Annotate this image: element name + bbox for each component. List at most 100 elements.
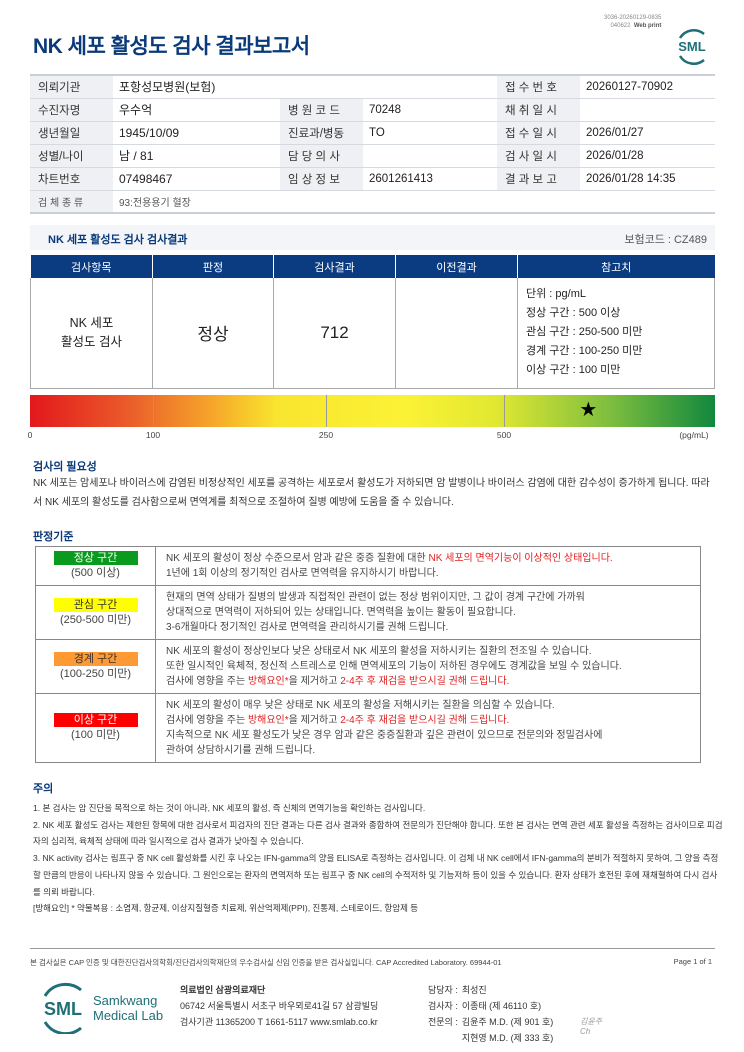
- info-value: [363, 144, 497, 168]
- description-text: NK 세포의 활성이 매우 낮은 상태로 NK 세포의 활성을 저해시키는 질환…: [166, 700, 555, 711]
- header-item: 검사항목: [30, 255, 153, 278]
- zone-description: NK 세포의 활성이 정상 수준으로서 암과 같은 중증 질환에 대한 NK 세…: [155, 546, 701, 586]
- notes-title: 주의: [33, 783, 54, 795]
- note-item: 3. NK activity 검사는 림프구 중 NK cell 활성화를 시킨…: [33, 853, 719, 897]
- highlighted-text: 2-4주 후 재검을 받으시길 권해 드립니다.: [340, 715, 510, 726]
- staff-name: 최성진: [461, 985, 487, 995]
- info-row: 차트번호 07498467 임 상 정 보 2601261413 결 과 보 고 2026…: [30, 167, 715, 191]
- star-icon: ★: [579, 399, 598, 421]
- info-label: 접 수 일 시: [497, 121, 580, 145]
- result-value: 712: [273, 278, 396, 389]
- accreditation-text: 본 검사실은 CAP 인증 및 대한진단검사의학회/진단검사의학재단의 우수검사…: [30, 958, 502, 967]
- description-text: 검사에 영향을 주는: [166, 676, 248, 687]
- info-value: 2601261413: [363, 167, 497, 191]
- reference-line: 이상 구간 : 100 미만: [526, 364, 621, 377]
- scale-tick: [326, 395, 327, 427]
- staff-role: 검사자 :: [428, 1001, 458, 1011]
- info-label: 결 과 보 고: [497, 167, 580, 191]
- info-value: 20260127-70902: [580, 75, 715, 99]
- page-number: Page 1 of 1: [673, 957, 712, 966]
- info-value: 우수억: [113, 98, 280, 122]
- info-value: 포항성모병원(보험): [113, 75, 280, 99]
- info-value: 2026/01/28: [580, 144, 715, 168]
- reference-line: 경계 구간 : 100-250 미만: [526, 345, 643, 358]
- previous-result: [395, 278, 518, 389]
- description-text: 지속적으로 NK 세포 활성도가 낮은 경우 암과 같은 중증질환과 깊은 관련…: [166, 730, 603, 741]
- zone-badge: 정상 구간: [53, 551, 138, 565]
- staff-name: 김윤주 M.D. (제 901 호): [461, 1017, 554, 1027]
- info-label: 의뢰기관: [30, 75, 113, 99]
- insurance-code: 보험코드 : CZ489: [624, 234, 707, 246]
- svg-text:SML: SML: [44, 999, 82, 1019]
- staff-row: 담당자 : 최성진: [428, 982, 557, 998]
- result-section-header: NK 세포 활성도 검사 검사결과 보험코드 : CZ489: [30, 225, 715, 250]
- description-text: NK 세포의 활성이 정상 수준으로서 암과 같은 중증 질환에 대한: [166, 553, 429, 564]
- info-row: 의뢰기관 포항성모병원(보험) 접 수 번 호 20260127-70902: [30, 75, 715, 99]
- scale-tick-label: 100: [145, 430, 161, 440]
- zone-description: NK 세포의 활성이 정상인보다 낮은 상태로서 NK 세포의 활성을 저하시키…: [155, 639, 701, 694]
- result-scale-bar: ★: [30, 395, 715, 427]
- criteria-row: 정상 구간 (500 이상) NK 세포의 활성이 정상 수준으로서 암과 같은 중…: [35, 546, 701, 586]
- zone-cell: 경계 구간 (100-250 미만): [35, 639, 156, 694]
- header-previous: 이전결과: [395, 255, 518, 278]
- staff-row: 전문의 : 김윤주 M.D. (제 901 호): [428, 1014, 557, 1030]
- reference-line: 정상 구간 : 500 이상: [526, 307, 621, 320]
- staff-role: 전문의 :: [428, 1017, 458, 1027]
- info-row: 수진자명 우수억 병 원 코 드 70248 채 취 일 시: [30, 98, 715, 122]
- signature: 김윤주 Ch: [580, 1017, 603, 1036]
- description-text: 또한 일시적인 육체적, 정신적 스트레스로 인해 면역세포의 기능이 저하된 …: [166, 661, 622, 672]
- footer-divider: [30, 948, 715, 949]
- criteria-row: 이상 구간 (100 미만) NK 세포의 활성이 매우 낮은 상태로 NK 세포의…: [35, 693, 701, 763]
- highlighted-text: NK 세포의 면역기능이 이상적인 상태입니다.: [428, 553, 613, 564]
- description-text: 을 제거하고: [288, 715, 341, 726]
- header-judgement: 판정: [152, 255, 274, 278]
- reference-range: 단위 : pg/mL 정상 구간 : 500 이상 관심 구간 : 250-500 …: [517, 278, 715, 389]
- info-label: 병 원 코 드: [280, 98, 363, 122]
- info-value: 남 / 81: [113, 144, 280, 168]
- highlighted-text: 방해요인*: [247, 715, 289, 726]
- header-result: 검사결과: [273, 255, 396, 278]
- info-label: 진료과/병동: [280, 121, 363, 145]
- info-label: 성별/나이: [30, 144, 113, 168]
- zone-cell: 이상 구간 (100 미만): [35, 693, 156, 763]
- samkwang-logo: SML Samkwang Medical Lab: [35, 982, 163, 1034]
- organization-info: 의료법인 삼광의료재단 06742 서울특별시 서초구 바우뫼로41길 57 삼광…: [180, 985, 379, 1027]
- note-item: [방해요인] * 약물복용 : 소염제, 항균제, 이상지질혈증 치료제, 위산…: [33, 903, 419, 914]
- zone-badge: 관심 구간: [53, 597, 138, 612]
- zone-range: (250-500 미만): [60, 613, 131, 626]
- test-item: NK 세포 활성도 검사: [30, 278, 153, 389]
- reference-line: 단위 : pg/mL: [526, 288, 586, 301]
- info-value: 1945/10/09: [113, 121, 280, 145]
- info-label: 접 수 번 호: [497, 75, 580, 99]
- zone-range: (100-250 미만): [60, 667, 131, 680]
- staff-name: 이종태 (제 46110 호): [461, 1001, 542, 1011]
- scale-tick-label: 500: [496, 430, 512, 440]
- info-row: 성별/나이 남 / 81 담 당 의 사 검 사 일 시 2026/01/28: [30, 144, 715, 168]
- info-label: 담 당 의 사: [280, 144, 363, 168]
- zone-badge: 경계 구간: [53, 651, 138, 666]
- page-title: NK 세포 활성도 검사 결과보고서: [33, 35, 310, 58]
- patient-info-table: 의뢰기관 포항성모병원(보험) 접 수 번 호 20260127-70902 수진자명 우…: [30, 74, 715, 214]
- scale-tick-label: 250: [318, 430, 334, 440]
- description-text: 상대적으로 면역력이 저하되어 있는 상태입니다. 면역력을 높이는 활동이 필…: [166, 607, 516, 618]
- note-item: 1. 본 검사는 암 진단을 목적으로 하는 것이 아니라, NK 세포의 활성…: [33, 803, 426, 813]
- info-value: TO: [363, 121, 497, 145]
- svg-text:SML: SML: [678, 39, 706, 54]
- necessity-text: NK 세포는 암세포나 바이러스에 감염된 비정상적인 세포를 공격하는 세포로…: [33, 478, 710, 508]
- description-text: 1년에 1회 이상의 정기적인 검사로 면역력을 유지하시기 바랍니다.: [166, 568, 439, 579]
- staff-row: 지현영 M.D. (제 333 호): [428, 1030, 557, 1046]
- zone-badge: 이상 구간: [53, 713, 138, 727]
- info-label: 임 상 정 보: [280, 167, 363, 191]
- scale-tick: [153, 395, 154, 427]
- judgement: 정상: [152, 278, 274, 389]
- necessity-title: 검사의 필요성: [33, 461, 97, 473]
- info-value: 93:전용용기 혈장: [113, 190, 715, 214]
- info-value: 2026/01/28 14:35: [580, 167, 715, 191]
- description-text: 을 제거하고: [288, 676, 341, 687]
- info-label: 수진자명: [30, 98, 113, 122]
- info-value: 07498467: [113, 167, 280, 191]
- info-label: 차트번호: [30, 167, 113, 191]
- zone-range: (500 이상): [71, 567, 120, 579]
- sml-logo: SML: [678, 29, 706, 65]
- info-row: 생년월일 1945/10/09 진료과/병동 TO 접 수 일 시 2026/01/27: [30, 121, 715, 145]
